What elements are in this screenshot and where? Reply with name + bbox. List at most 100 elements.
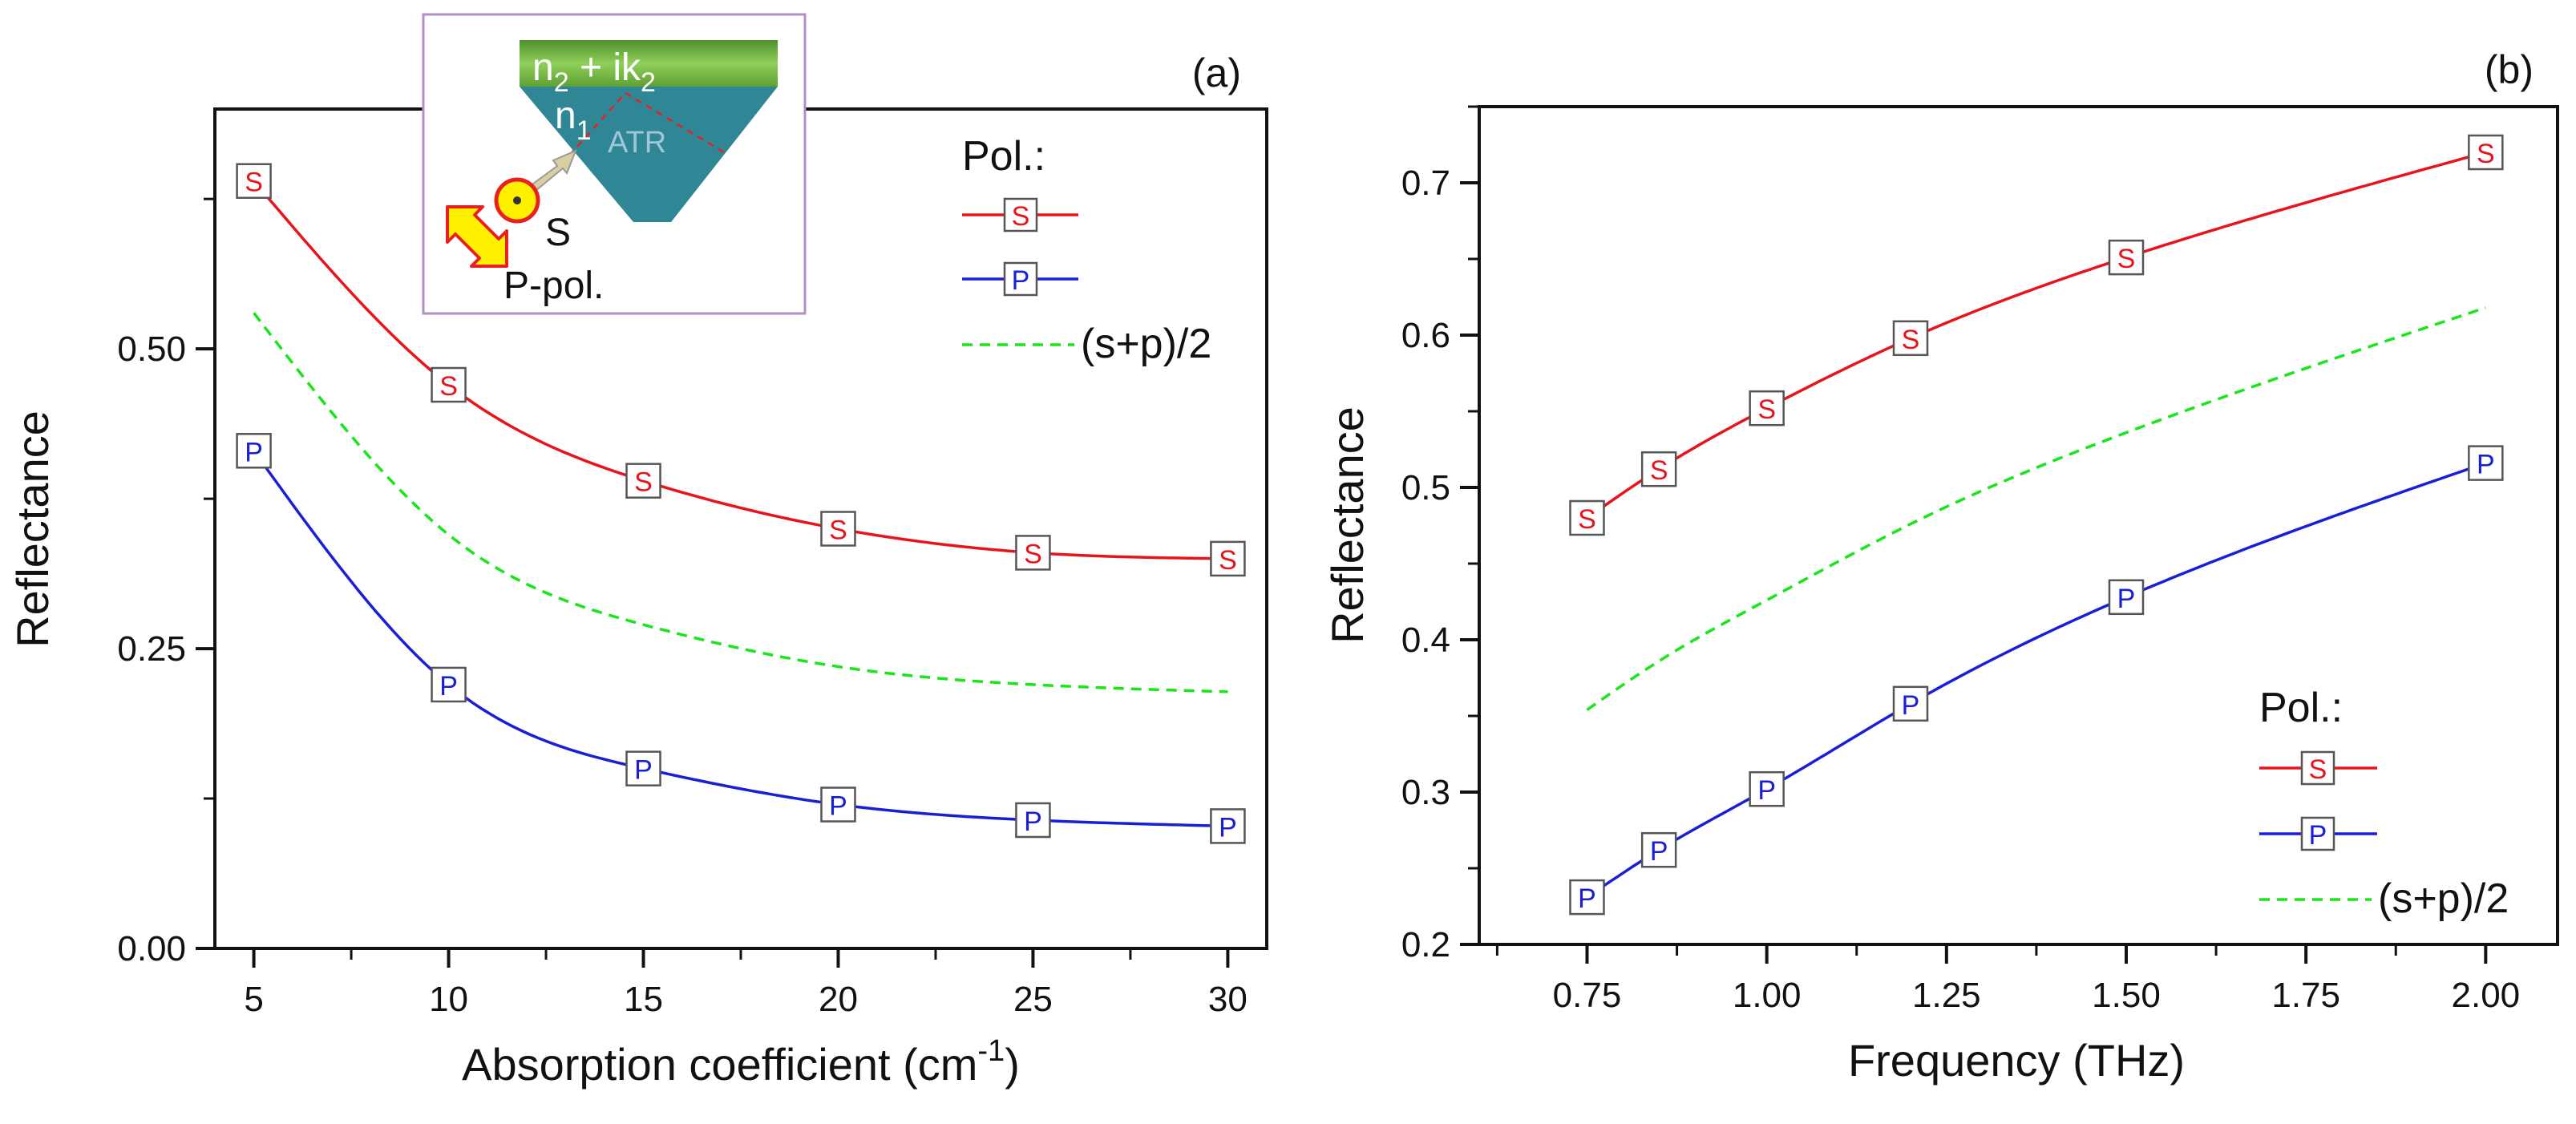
x-tick-label: 25	[1013, 980, 1053, 1019]
data-point-p: P	[2468, 445, 2504, 481]
data-point-s: S	[2468, 134, 2504, 171]
data-point-s: S	[431, 366, 467, 403]
data-point-s: S	[236, 163, 272, 199]
svg-text:S: S	[1012, 201, 1030, 232]
y-tick-label: 0.00	[117, 929, 186, 968]
panel-a-legend-title: Pol.:	[962, 133, 1045, 180]
panel-a-legend: Pol.: S P (s+p)/2	[962, 133, 1211, 367]
svg-text:P: P	[1578, 883, 1596, 914]
svg-text:S: S	[2477, 139, 2495, 169]
svg-text:P: P	[1012, 265, 1030, 296]
legend-b-s-marker: S	[2300, 750, 2335, 786]
p-polarization-arrow	[446, 205, 508, 268]
svg-text:S: S	[829, 516, 847, 546]
thin-film-layer	[520, 40, 778, 87]
data-point-p: P	[1210, 808, 1246, 844]
svg-text:P: P	[1219, 812, 1237, 843]
svg-text:P: P	[829, 791, 847, 822]
x-tick-label: 0.75	[1553, 976, 1622, 1015]
data-point-p: P	[1015, 802, 1051, 839]
x-tick-label: 5	[244, 980, 263, 1019]
panel-b-frame	[1478, 105, 2559, 946]
svg-text:S: S	[245, 168, 263, 198]
x-tick-label: 15	[624, 980, 663, 1019]
panel-b-legend-title: Pol.:	[2259, 685, 2343, 731]
svg-text:P: P	[2309, 820, 2327, 851]
svg-text:S: S	[1902, 325, 1920, 355]
svg-text:P: P	[439, 671, 458, 701]
data-point-s: S	[1210, 540, 1246, 577]
p-pol-label: P-pol.	[503, 265, 604, 307]
x-tick-label: 1.00	[1733, 976, 1802, 1015]
atr-label: ATR	[608, 126, 666, 160]
x-tick-label: 30	[1208, 980, 1248, 1019]
panel-a-series	[253, 180, 1228, 828]
panel-b-xlabel: Frequency (THz)	[1848, 1035, 2185, 1086]
panel-b-ticks: 0.75 1.00 1.25 1.50 1.75 2.00 0.2 0.3 0.4 0.5 0.6 0…	[1401, 105, 2521, 1015]
y-tick-label: 0.3	[1401, 773, 1450, 812]
panel-a-markers: S S S S S S P P P P P P	[236, 163, 1246, 844]
x-tick-label: 20	[819, 980, 858, 1019]
y-tick-label: 0.50	[117, 330, 186, 369]
series-line-avg	[1586, 306, 2486, 711]
svg-text:S: S	[1650, 455, 1668, 486]
legend-a-p-marker: P	[1003, 261, 1038, 297]
y-tick-label: 0.25	[117, 629, 186, 669]
data-point-s: S	[2108, 239, 2145, 276]
svg-text:S: S	[2117, 244, 2136, 274]
svg-text:S: S	[1578, 504, 1596, 535]
y-tick-label: 0.7	[1401, 164, 1450, 203]
panel-a-ticks: 5 10 15 20 25 30 0.00 0.25 0.50	[117, 197, 1248, 1019]
series-line-p	[253, 450, 1228, 828]
data-point-p: P	[1569, 879, 1605, 916]
panel-a: 5 10 15 20 25 30 0.00 0.25 0.50 S S S S S S P P P P P P (a)…	[7, 13, 1268, 1090]
x-tick-label: 1.25	[1912, 976, 1981, 1015]
svg-text:P: P	[1757, 775, 1776, 806]
y-tick-label: 0.6	[1401, 316, 1450, 355]
svg-text:P: P	[1650, 836, 1668, 867]
svg-text:S: S	[1024, 539, 1042, 569]
svg-text:P: P	[1902, 690, 1920, 721]
panel-b-label: (b)	[2485, 47, 2534, 92]
legend-b-p-marker: P	[2300, 816, 2335, 851]
svg-text:S: S	[1757, 394, 1776, 425]
svg-text:P: P	[2477, 450, 2495, 480]
svg-text:P: P	[634, 755, 653, 786]
data-point-s: S	[1892, 320, 1929, 357]
panel-a-ylabel: Reflectance	[7, 410, 58, 648]
x-tick-label: 1.75	[2271, 976, 2340, 1015]
data-point-p: P	[1640, 831, 1677, 868]
series-line-avg	[253, 312, 1228, 693]
y-tick-label: 0.2	[1401, 925, 1450, 964]
data-point-p: P	[820, 786, 856, 823]
x-tick-label: 10	[429, 980, 468, 1019]
x-tick-label: 1.50	[2092, 976, 2161, 1015]
svg-text:P: P	[2117, 584, 2136, 614]
atr-prism	[520, 87, 778, 222]
data-point-p: P	[431, 666, 467, 703]
svg-text:P: P	[1024, 807, 1042, 837]
series-line-p	[1586, 461, 2486, 899]
s-pol-label: S	[545, 212, 571, 254]
svg-text:S: S	[1219, 545, 1237, 576]
panel-a-label: (a)	[1192, 51, 1241, 95]
internal-reflection-path	[560, 91, 725, 165]
panel-b-ylabel: Reflectance	[1322, 406, 1373, 644]
data-point-s: S	[1749, 390, 1785, 427]
panel-b-markers: S S S S S S P P P P P P	[1569, 134, 2504, 916]
data-point-p: P	[1892, 685, 1929, 722]
data-point-s: S	[1640, 451, 1677, 487]
data-point-p: P	[2108, 579, 2145, 616]
legend-b-avg-label: (s+p)/2	[2378, 875, 2509, 922]
data-point-s: S	[1015, 535, 1051, 571]
s-polarization-center	[513, 196, 521, 204]
atr-inset-diagram: n2 + ik2 n1 ATR S P-pol.	[422, 13, 807, 315]
svg-text:S: S	[439, 371, 458, 402]
svg-text:P: P	[245, 437, 263, 467]
film-index-label: n2 + ik2	[532, 46, 656, 98]
panel-b: 0.75 1.00 1.25 1.50 1.75 2.00 0.2 0.3 0.4 0.5 0.6 0…	[1322, 47, 2559, 1086]
data-point-s: S	[625, 463, 661, 499]
panel-b-legend: Pol.: S P (s+p)/2	[2259, 685, 2509, 922]
x-tick-label: 2.00	[2452, 976, 2521, 1015]
